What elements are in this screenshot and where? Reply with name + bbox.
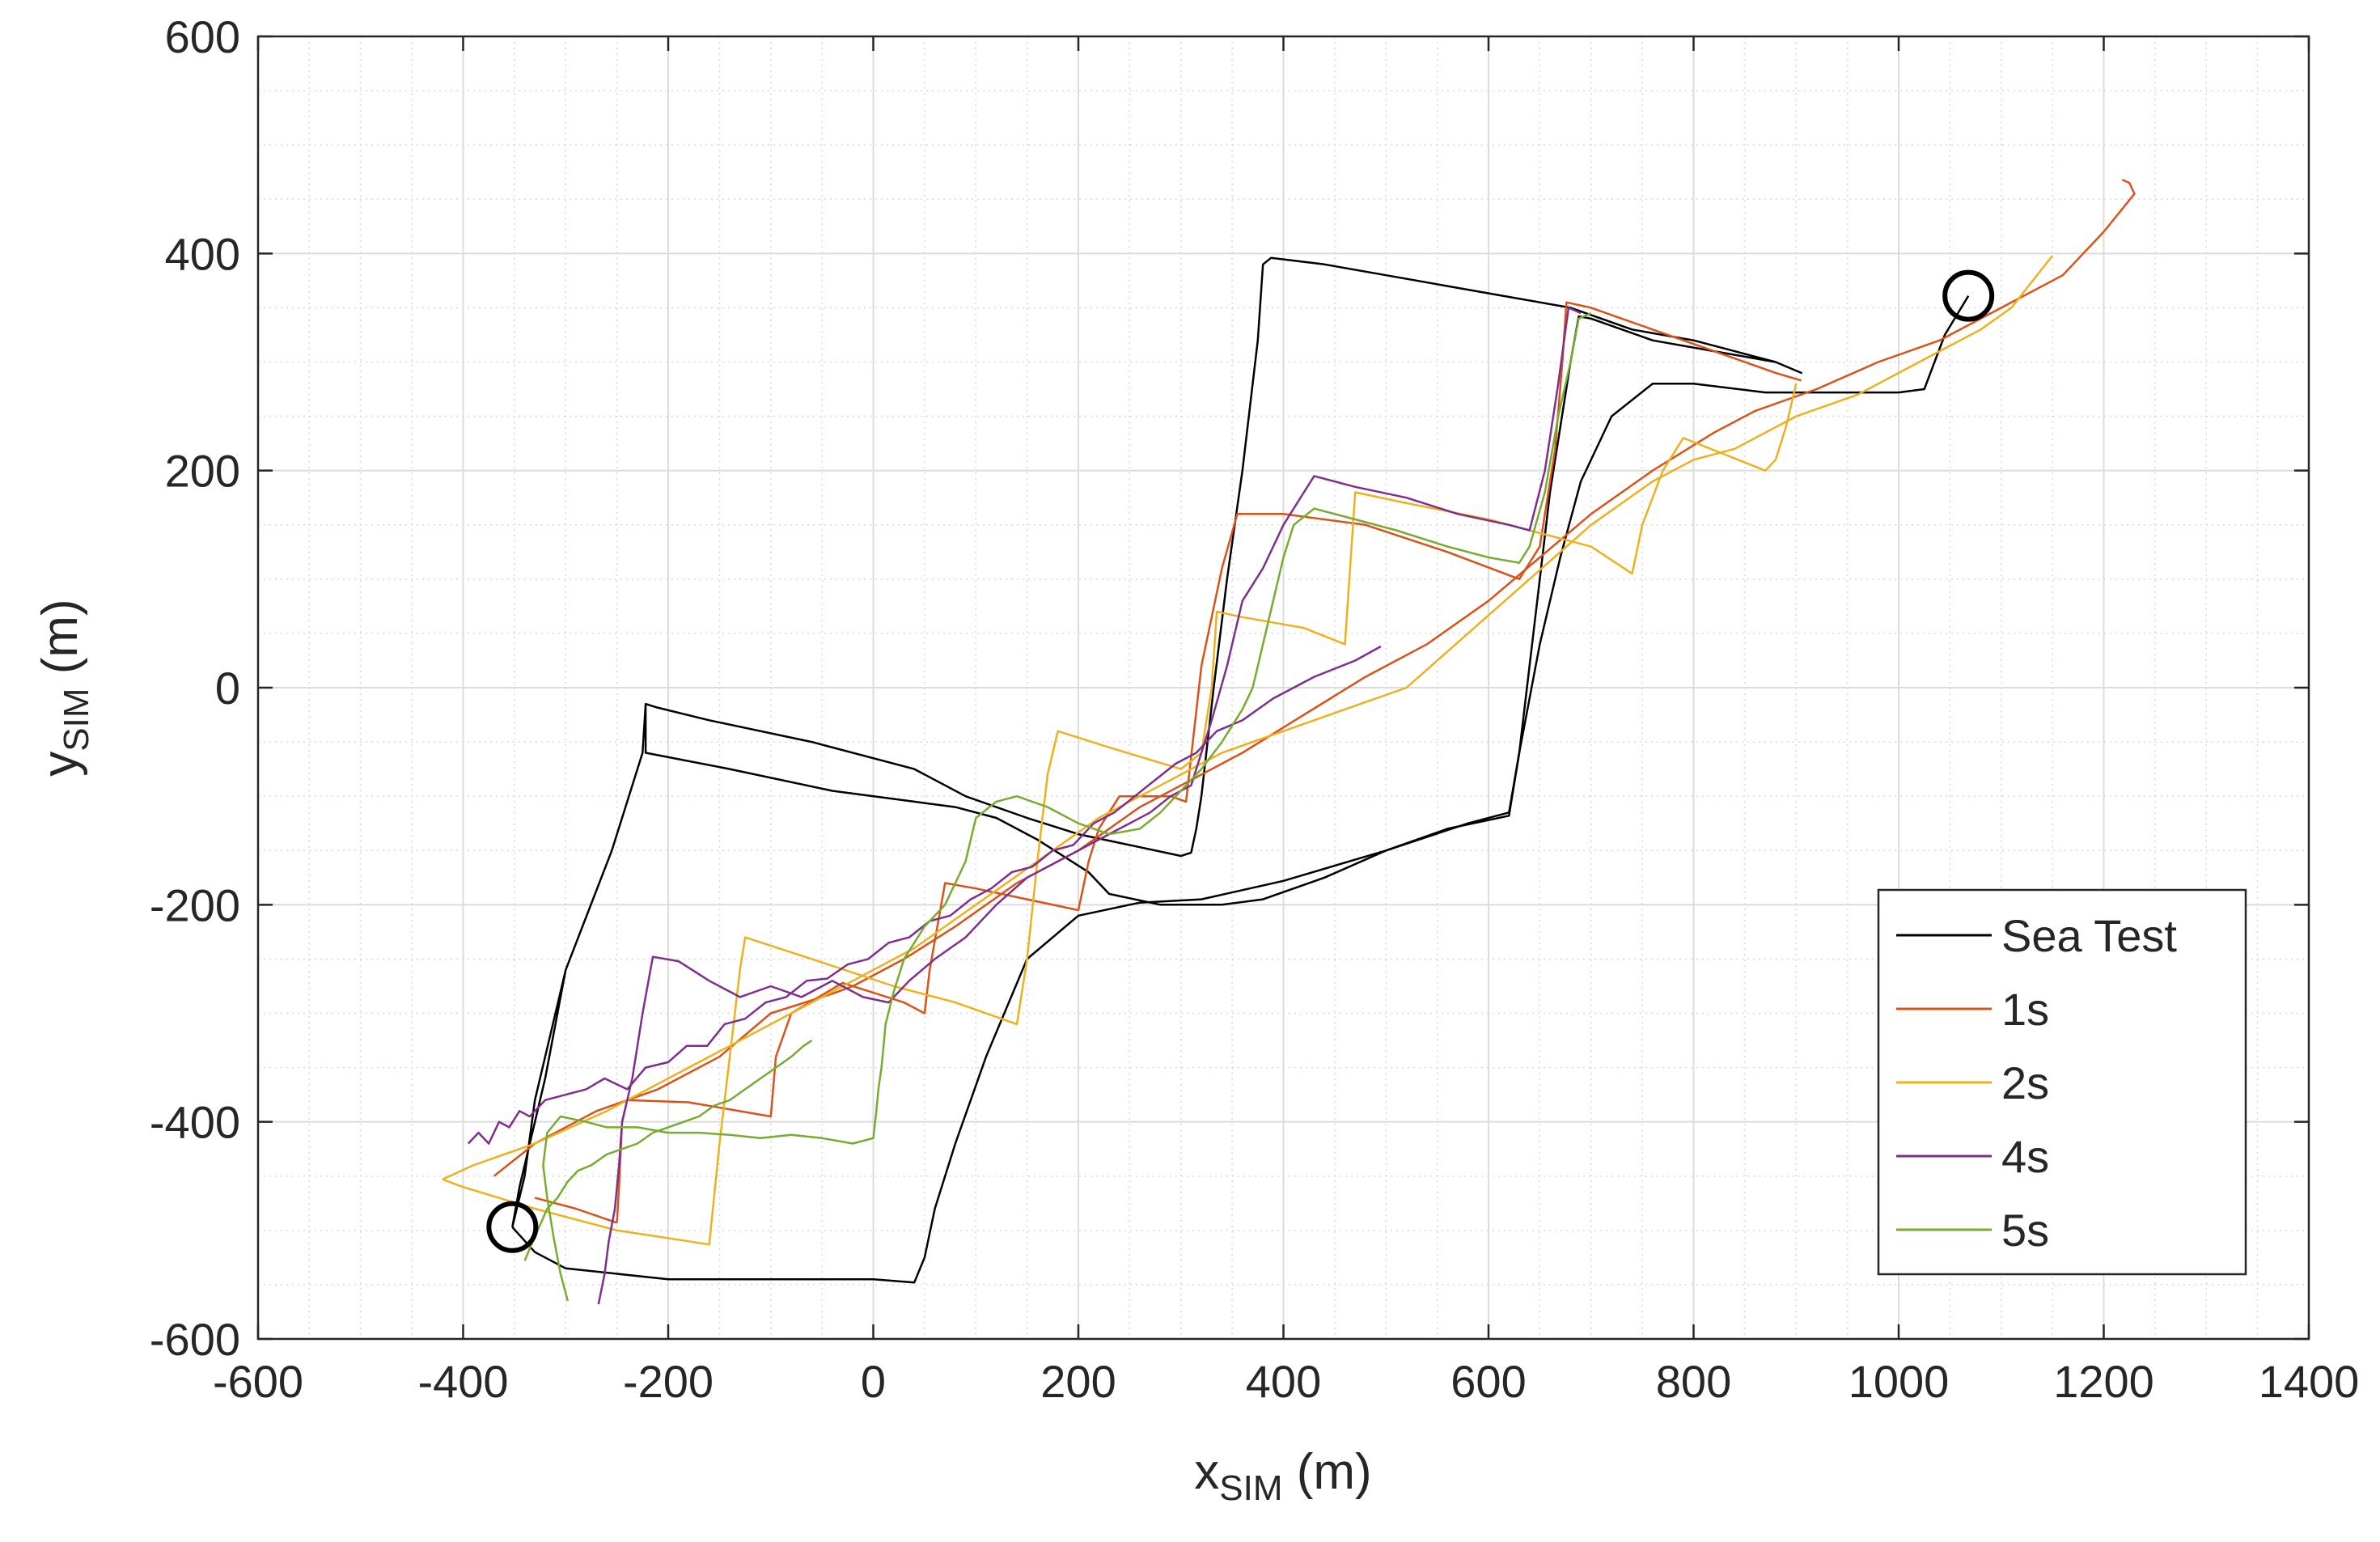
y-tick-label: 0 bbox=[215, 663, 240, 714]
series-layer bbox=[442, 178, 2136, 1305]
series-line-4s bbox=[597, 307, 1582, 1305]
series-line-1s bbox=[493, 178, 2136, 1177]
x-tick-label: -200 bbox=[623, 1356, 714, 1407]
y-tick-label: 400 bbox=[165, 228, 240, 279]
legend-label-1s: 1s bbox=[2001, 984, 2049, 1035]
x-tick-label: -600 bbox=[213, 1356, 303, 1407]
x-axis-label: xSIM (m) bbox=[1194, 1444, 1371, 1508]
circle-marker-2 bbox=[1942, 269, 1995, 322]
y-tick-label: -600 bbox=[150, 1314, 240, 1365]
y-axis-label: ySIM (m) bbox=[32, 599, 96, 776]
legend: Sea Test 1s 2s 4s 5s bbox=[1877, 888, 2247, 1276]
x-tick-label: 1200 bbox=[2053, 1356, 2154, 1407]
circle-marker-1 bbox=[486, 1201, 539, 1253]
y-tick-label: 200 bbox=[165, 446, 240, 497]
y-tick-labels: -600 -400 -200 0 200 400 600 bbox=[150, 11, 240, 1365]
series-line-sea-test bbox=[511, 295, 1970, 1284]
series-line-4s bbox=[467, 645, 1382, 1145]
x-tick-label: 200 bbox=[1040, 1356, 1116, 1407]
x-tick-label: 400 bbox=[1246, 1356, 1321, 1407]
x-tick-label: -400 bbox=[417, 1356, 508, 1407]
series-line-sea-test bbox=[511, 256, 1802, 1228]
marker-layer bbox=[486, 269, 1995, 1253]
series-line-2s bbox=[442, 255, 2054, 1180]
y-tick-label: -200 bbox=[150, 879, 240, 930]
legend-label-sea-test: Sea Test bbox=[2001, 910, 2177, 961]
series-line-5s bbox=[523, 1039, 813, 1261]
x-tick-label: 1000 bbox=[1849, 1356, 1950, 1407]
x-tick-label: 800 bbox=[1656, 1356, 1731, 1407]
tick-layer bbox=[256, 35, 2310, 1341]
x-tick-label: 1400 bbox=[2259, 1356, 2360, 1407]
legend-label-4s: 4s bbox=[2001, 1131, 2049, 1182]
y-tick-label: -400 bbox=[150, 1097, 240, 1148]
x-tick-label: 0 bbox=[861, 1356, 886, 1407]
series-line-5s bbox=[542, 311, 1592, 1302]
legend-label-5s: 5s bbox=[2001, 1205, 2049, 1256]
x-tick-labels: -600 -400 -200 0 200 400 600 800 1000 1200 1400 bbox=[213, 1356, 2359, 1407]
legend-label-2s: 2s bbox=[2001, 1057, 2049, 1108]
x-tick-label: 600 bbox=[1450, 1356, 1526, 1407]
series-line-1s bbox=[616, 301, 1802, 1223]
y-tick-label: 600 bbox=[165, 11, 240, 62]
